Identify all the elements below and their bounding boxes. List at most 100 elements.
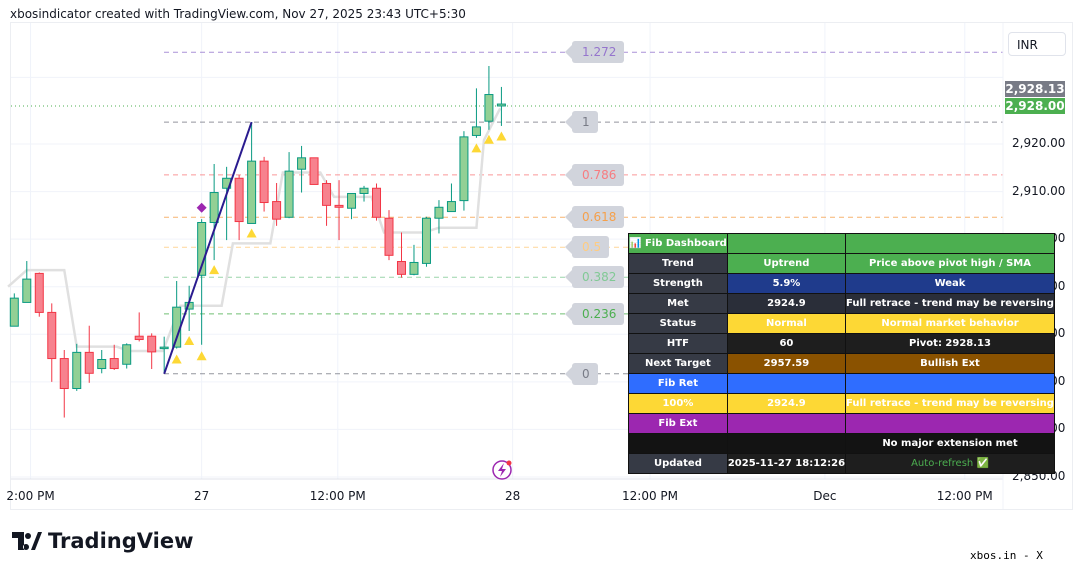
- row-note: Price above pivot high / SMA: [845, 253, 1055, 274]
- candle-body: [284, 170, 294, 218]
- dashboard-title: 📊 Fib Dashboard: [628, 233, 728, 254]
- buy-signal-triangle: [471, 143, 482, 153]
- row-value: Normal: [726, 313, 847, 334]
- candle-body: [247, 160, 257, 224]
- watermark: xbos.in - X: [970, 549, 1043, 562]
- candle-body: [234, 177, 244, 223]
- dashboard-cell: [726, 233, 847, 254]
- fib-level-label: 0: [565, 362, 598, 385]
- buy-signal-triangle: [483, 134, 494, 144]
- candle-body: [209, 192, 219, 224]
- row-label: Fib Ext: [628, 413, 728, 434]
- candle-body: [122, 344, 132, 365]
- candle-body: [109, 358, 119, 370]
- row-label: Next Target: [628, 353, 728, 374]
- fib-level-label: 1: [565, 111, 598, 134]
- candle-body: [372, 187, 382, 218]
- candle-body: [446, 201, 456, 213]
- candle-body: [72, 351, 82, 390]
- pivot-price-label: 2,928.13: [1005, 81, 1065, 97]
- candle-body: [459, 136, 469, 202]
- row-note: Full retrace - trend may be reversing: [845, 393, 1055, 414]
- tradingview-logo-icon: [12, 532, 42, 550]
- row-note: Normal market behavior: [845, 313, 1055, 334]
- candle-body: [159, 346, 169, 350]
- row-label: Trend: [628, 253, 728, 274]
- candle-body: [297, 157, 307, 170]
- row-value: Uptrend: [726, 253, 847, 274]
- fib-level-label: 0.786: [564, 163, 625, 186]
- candle-body: [322, 182, 332, 206]
- candle-body: [47, 311, 57, 360]
- row-note: No major extension met: [845, 433, 1055, 454]
- y-tick-label: 2,920.00: [1012, 136, 1066, 150]
- notification-dot: [506, 460, 512, 466]
- x-tick-label: 2:00 PM: [6, 489, 55, 503]
- candle-body: [471, 126, 481, 136]
- chart-title: xbosindicator created with TradingView.c…: [10, 7, 466, 21]
- pivot-step-line: [7, 107, 502, 353]
- buy-signal-triangle: [184, 335, 195, 345]
- y-tick-label: 2,910.00: [1012, 183, 1066, 198]
- fib-dashboard: 📊 Fib Dashboard Trend Uptrend Price above …: [628, 233, 1055, 474]
- row-value: 60: [726, 333, 847, 354]
- fib-level-label: 0.5: [564, 236, 610, 259]
- x-tick-label: 12:00 PM: [936, 489, 993, 503]
- row-note: Bullish Ext: [845, 353, 1055, 374]
- candle-body: [134, 335, 144, 341]
- signal-diamond: [196, 202, 207, 213]
- currency-button[interactable]: INR: [1008, 32, 1066, 56]
- row-value: 5.9%: [726, 273, 847, 294]
- row-value: [726, 433, 847, 454]
- buy-signal-triangle: [496, 131, 507, 141]
- row-value: 2924.9: [726, 393, 847, 414]
- x-tick-label: 12:00 PM: [309, 489, 366, 503]
- dashboard-cell: [845, 233, 1055, 254]
- x-tick-label: 28: [505, 489, 521, 503]
- candle-body: [84, 351, 94, 374]
- candle-body: [496, 103, 506, 107]
- candle-body: [22, 278, 32, 303]
- candle-body: [34, 272, 44, 313]
- candle-body: [147, 335, 157, 353]
- x-tick-label: 12:00 PM: [622, 489, 679, 503]
- candle-body: [259, 160, 269, 204]
- candle-body: [396, 261, 406, 275]
- buy-signal-triangle: [171, 354, 182, 364]
- row-label: [628, 433, 728, 454]
- x-tick-label: Dec: [813, 489, 837, 503]
- row-label: Strength: [628, 273, 728, 294]
- auto-refresh-status: Auto-refresh ✅: [845, 453, 1055, 474]
- row-note: [845, 373, 1055, 394]
- row-label: Met: [628, 293, 728, 314]
- candle-body: [309, 157, 319, 185]
- dashboard-title-text: Fib Dashboard: [644, 238, 727, 249]
- fib-level-label: 1.272: [564, 41, 625, 64]
- chart-frame: [10, 22, 1073, 510]
- logo-text: TradingView: [48, 529, 194, 553]
- row-value: [726, 373, 847, 394]
- row-value: 2924.9: [726, 293, 847, 314]
- lightning-bolt: [498, 463, 506, 477]
- candle-body: [409, 261, 419, 275]
- row-label: 100%: [628, 393, 728, 414]
- row-label: Fib Ret: [628, 373, 728, 394]
- candle-body: [272, 201, 282, 220]
- buy-signal-triangle: [209, 265, 220, 275]
- candle-body: [197, 222, 207, 276]
- candle-body: [434, 206, 444, 219]
- row-value: 2025-11-27 18:12:26: [726, 453, 847, 474]
- row-value: 2957.59: [726, 353, 847, 374]
- tradingview-logo[interactable]: TradingView: [12, 529, 193, 553]
- fib-level-label: 0.382: [564, 266, 625, 289]
- buy-signal-triangle: [246, 228, 257, 238]
- x-tick-label: 27: [194, 489, 210, 503]
- candle-body: [484, 94, 494, 122]
- candle-body: [59, 358, 69, 390]
- last-price-label: 2,928.00: [1005, 98, 1065, 114]
- row-label: HTF: [628, 333, 728, 354]
- row-note: Weak: [845, 273, 1055, 294]
- candle-body: [347, 192, 357, 209]
- row-value: [726, 413, 847, 434]
